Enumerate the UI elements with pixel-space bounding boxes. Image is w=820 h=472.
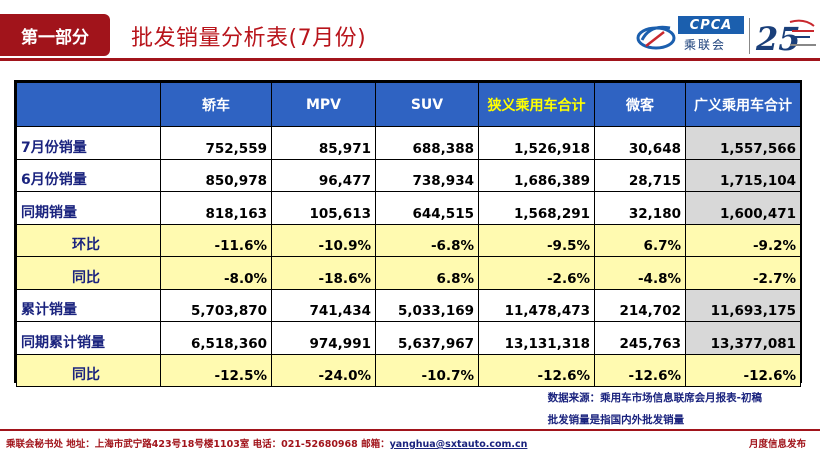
row-label: 累计销量 <box>16 288 161 322</box>
table-cell: 245,763 <box>594 321 686 355</box>
table-cell: -11.6% <box>160 223 272 257</box>
table-cell: 32,180 <box>594 191 686 225</box>
table-cell-total: 1,557,566 <box>685 126 801 160</box>
row-label: 同比 <box>16 353 161 387</box>
anniversary-badge-icon: 25 <box>755 19 816 58</box>
column-header-sedan: 轿车 <box>160 82 272 127</box>
table-cell-total: 11,693,175 <box>685 288 801 322</box>
table-row: 同比 -8.0% -18.6% 6.8% -2.6% -4.8% -2.7% <box>16 256 801 290</box>
table-cell-total: 13,377,081 <box>685 321 801 355</box>
table-cell: 6.7% <box>594 223 686 257</box>
table-header-row: 轿车 MPV SUV 狭义乘用车合计 微客 广义乘用车合计 <box>16 82 801 127</box>
table-cell: 1,568,291 <box>478 191 595 225</box>
table-cell: -18.6% <box>271 256 376 290</box>
cpca-wordmark: CPCA <box>678 16 744 34</box>
table-cell: 11,478,473 <box>478 288 595 322</box>
table-cell: -10.9% <box>271 223 376 257</box>
table-cell: 6.8% <box>375 256 479 290</box>
table-row: 累计销量 5,703,870 741,434 5,033,169 11,478,… <box>16 288 801 322</box>
table-cell: 741,434 <box>271 288 376 322</box>
table-cell: 28,715 <box>594 158 686 192</box>
table-cell: -12.6% <box>478 353 595 387</box>
table-cell: 752,559 <box>160 126 272 160</box>
footer-divider <box>0 429 820 431</box>
page-title: 批发销量分析表(7月份) <box>131 26 367 51</box>
table-cell: 974,991 <box>271 321 376 355</box>
table-cell: 13,131,318 <box>478 321 595 355</box>
table-cell: 85,971 <box>271 126 376 160</box>
sales-table-container: 轿车 MPV SUV 狭义乘用车合计 微客 广义乘用车合计 7月份销量 752,… <box>14 80 802 387</box>
table-cell: 738,934 <box>375 158 479 192</box>
table-cell-total: -2.7% <box>685 256 801 290</box>
table-cell: 6,518,360 <box>160 321 272 355</box>
table-cell: 214,702 <box>594 288 686 322</box>
table-cell-total: 1,600,471 <box>685 191 801 225</box>
table-cell: -24.0% <box>271 353 376 387</box>
row-label: 同期累计销量 <box>16 321 161 355</box>
table-cell-total: 1,715,104 <box>685 158 801 192</box>
table-cell: -2.6% <box>478 256 595 290</box>
table-cell: -4.8% <box>594 256 686 290</box>
row-label: 7月份销量 <box>16 126 161 160</box>
cpca-chinese-name: 乘联会 <box>684 38 727 52</box>
table-row: 6月份销量 850,978 96,477 738,934 1,686,389 2… <box>16 158 801 192</box>
column-header-narrow-total: 狭义乘用车合计 <box>478 82 595 127</box>
footer-email-link[interactable]: yanghua@sxtauto.com.cn <box>389 439 528 450</box>
definition-note: 批发销量是指国内外批发销量 <box>547 414 685 426</box>
table-cell: 644,515 <box>375 191 479 225</box>
table-cell: 5,703,870 <box>160 288 272 322</box>
row-label: 同期销量 <box>16 191 161 225</box>
table-cell: -8.0% <box>160 256 272 290</box>
table-cell: 96,477 <box>271 158 376 192</box>
column-header-row-label <box>16 82 161 127</box>
table-row: 同期累计销量 6,518,360 974,991 5,637,967 13,13… <box>16 321 801 355</box>
table-row: 同期销量 818,163 105,613 644,515 1,568,291 3… <box>16 191 801 225</box>
row-label: 环比 <box>16 223 161 257</box>
table-cell: 688,388 <box>375 126 479 160</box>
column-header-mpv: MPV <box>271 82 376 127</box>
source-notes: 数据来源：乘用车市场信息联席会月报表-初稿 批发销量是指国内外批发销量 <box>548 387 762 431</box>
footer-publication-label: 月度信息发布 <box>748 439 806 450</box>
column-header-broad-total: 广义乘用车合计 <box>685 82 801 127</box>
row-label: 6月份销量 <box>16 158 161 192</box>
table-cell: 5,637,967 <box>375 321 479 355</box>
section-label: 第一部分 <box>0 14 110 56</box>
header-divider <box>0 58 820 61</box>
table-cell: -10.7% <box>375 353 479 387</box>
table-cell: 850,978 <box>160 158 272 192</box>
table-cell-total: -12.6% <box>685 353 801 387</box>
logo-divider <box>749 18 750 54</box>
cpca-logo: CPCA 乘联会 25 <box>636 12 820 58</box>
table-cell-total: -9.2% <box>685 223 801 257</box>
svg-text:25: 25 <box>755 20 801 58</box>
slide-header: 第一部分 批发销量分析表(7月份) CPCA 乘联会 25 <box>0 0 820 62</box>
row-label: 同比 <box>16 256 161 290</box>
column-header-minivan: 微客 <box>594 82 686 127</box>
footer-address: 乘联会秘书处 地址：上海市武宁路423号18号楼1103室 电话：021-526… <box>6 439 390 450</box>
table-cell: -12.6% <box>594 353 686 387</box>
table-cell: 1,686,389 <box>478 158 595 192</box>
table-cell: 5,033,169 <box>375 288 479 322</box>
table-row: 环比 -11.6% -10.9% -6.8% -9.5% 6.7% -9.2% <box>16 223 801 257</box>
data-source-note: 数据来源：乘用车市场信息联席会月报表-初稿 <box>547 392 762 404</box>
table-cell: -6.8% <box>375 223 479 257</box>
sales-analysis-table: 轿车 MPV SUV 狭义乘用车合计 微客 广义乘用车合计 7月份销量 752,… <box>16 82 801 387</box>
table-cell: 818,163 <box>160 191 272 225</box>
table-cell: -12.5% <box>160 353 272 387</box>
table-row: 同比 -12.5% -24.0% -10.7% -12.6% -12.6% -1… <box>16 353 801 387</box>
table-cell: 105,613 <box>271 191 376 225</box>
table-cell: 30,648 <box>594 126 686 160</box>
footer-contact: 乘联会秘书处 地址：上海市武宁路423号18号楼1103室 电话：021-526… <box>6 436 527 450</box>
table-cell: 1,526,918 <box>478 126 595 160</box>
cpca-car-icon <box>636 25 676 50</box>
table-row: 7月份销量 752,559 85,971 688,388 1,526,918 3… <box>16 126 801 160</box>
column-header-suv: SUV <box>375 82 479 127</box>
table-cell: -9.5% <box>478 223 595 257</box>
